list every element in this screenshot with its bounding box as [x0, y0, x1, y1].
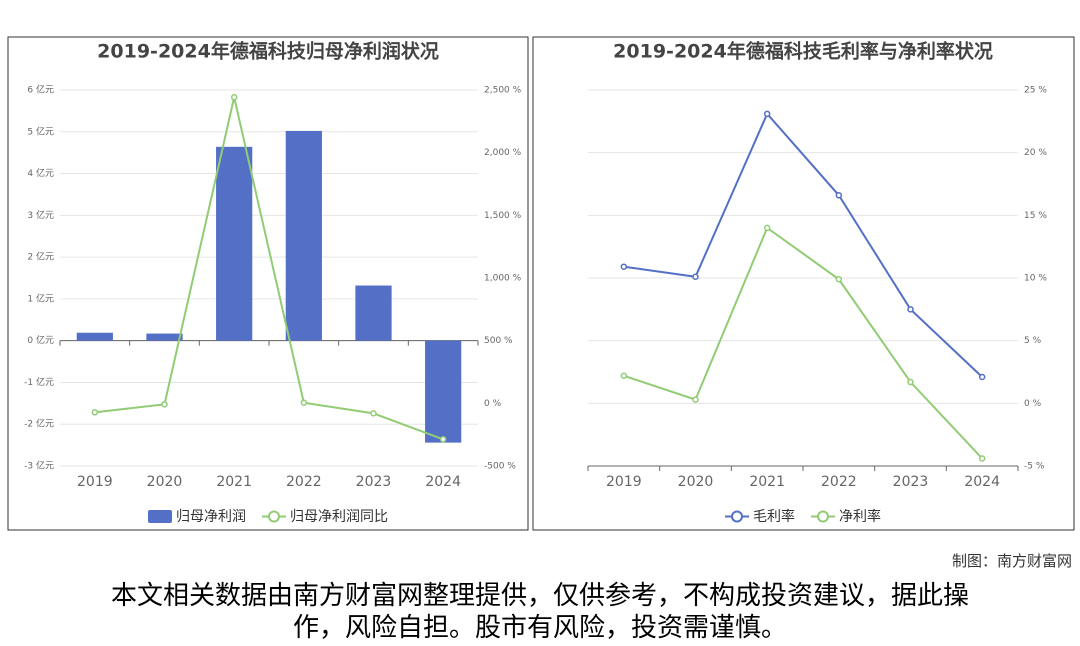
bar: [425, 340, 462, 443]
legend-swatch: [817, 510, 829, 523]
y-tick-label: 10 %: [1024, 274, 1047, 284]
point: [763, 224, 771, 232]
x-tick-label: 2019: [77, 474, 113, 490]
legend-swatch: [148, 510, 172, 523]
bar: [76, 332, 113, 341]
point: [370, 410, 377, 417]
y2-tick-label: 1,500 %: [484, 211, 522, 221]
chart-title: 2019-2024年德福科技毛利率与净利率状况: [613, 40, 993, 63]
panel-border: [7, 36, 529, 531]
point: [907, 378, 914, 386]
y-tick-label: 6 亿元: [27, 84, 54, 96]
y-tick-label: 1 亿元: [27, 292, 54, 304]
legend-label: 归母净利润: [176, 508, 246, 525]
y2-tick-label: 2,000 %: [484, 148, 522, 158]
point: [978, 455, 986, 462]
x-tick-label: 2023: [893, 474, 929, 490]
y-tick-label: 5 %: [1024, 336, 1042, 346]
x-tick-label: 2021: [749, 474, 785, 490]
y-tick-label: 4 亿元: [27, 167, 54, 179]
y-tick-label: -2 亿元: [24, 418, 54, 430]
x-tick-label: 2023: [356, 474, 392, 490]
line: [623, 111, 983, 378]
point: [439, 436, 447, 443]
y-tick-label: 0 %: [1024, 399, 1042, 409]
legend-swatch: [268, 510, 280, 523]
line: [623, 226, 983, 460]
point: [835, 276, 843, 283]
y-tick-label: 2 亿元: [27, 251, 54, 263]
x-tick-label: 2020: [147, 474, 183, 490]
x-tick-label: 2020: [678, 474, 714, 490]
point: [835, 192, 843, 199]
bar: [285, 130, 322, 341]
legend-label: 归母净利润同比: [290, 508, 388, 525]
x-tick-label: 2022: [821, 474, 857, 490]
y-tick-label: -3 亿元: [24, 460, 54, 472]
point: [692, 273, 699, 280]
y-tick-label: 20 %: [1024, 148, 1047, 158]
panel-border: [532, 36, 1075, 531]
line: [94, 97, 444, 441]
chart-title: 2019-2024年德福科技归母净利润状况: [97, 40, 439, 63]
legend-label: 净利率: [839, 508, 881, 525]
point: [763, 110, 771, 118]
y-tick-label: 3 亿元: [27, 209, 54, 221]
y2-tick-label: -500 %: [484, 462, 516, 472]
x-tick-label: 2024: [425, 474, 461, 490]
charts: 2019-2024年德福科技归母净利润状况 -3 亿元 -2 亿元 -1 亿元 0 亿元…: [7, 36, 1075, 531]
point: [91, 409, 99, 416]
x-tick-label: 2024: [964, 474, 1000, 490]
legend-swatch: [731, 510, 743, 523]
disclaimer: 本文相关数据由南方财富网整理提供，仅供参考，不构成投资建议，据此操作，风险自担。…: [110, 581, 969, 643]
y-tick-label: 0 亿元: [27, 334, 54, 346]
y-tick-label: 25 %: [1024, 86, 1047, 96]
point: [978, 373, 986, 381]
point: [161, 401, 168, 408]
point: [230, 94, 238, 101]
x-tick-label: 2019: [606, 474, 642, 490]
bar: [355, 285, 392, 341]
y-tick-label: 15 %: [1024, 211, 1047, 221]
y2-tick-label: 500 %: [484, 336, 513, 346]
point: [620, 372, 628, 380]
y2-tick-label: 2,500 %: [484, 86, 522, 96]
bar: [146, 333, 183, 341]
y-tick-label: -5 %: [1024, 462, 1045, 472]
y2-tick-label: 0 %: [484, 399, 502, 409]
point: [907, 306, 914, 313]
point: [300, 399, 308, 406]
x-tick-label: 2021: [216, 474, 252, 490]
y2-tick-label: 1,000 %: [484, 274, 522, 284]
credit: 制图：南方财富网: [951, 552, 1072, 570]
y-tick-label: -1 亿元: [24, 376, 54, 388]
bar: [216, 146, 253, 341]
legend-label: 毛利率: [753, 508, 795, 525]
point: [620, 263, 628, 270]
x-tick-label: 2022: [286, 474, 322, 490]
point: [692, 396, 699, 403]
y-tick-label: 5 亿元: [27, 125, 54, 137]
